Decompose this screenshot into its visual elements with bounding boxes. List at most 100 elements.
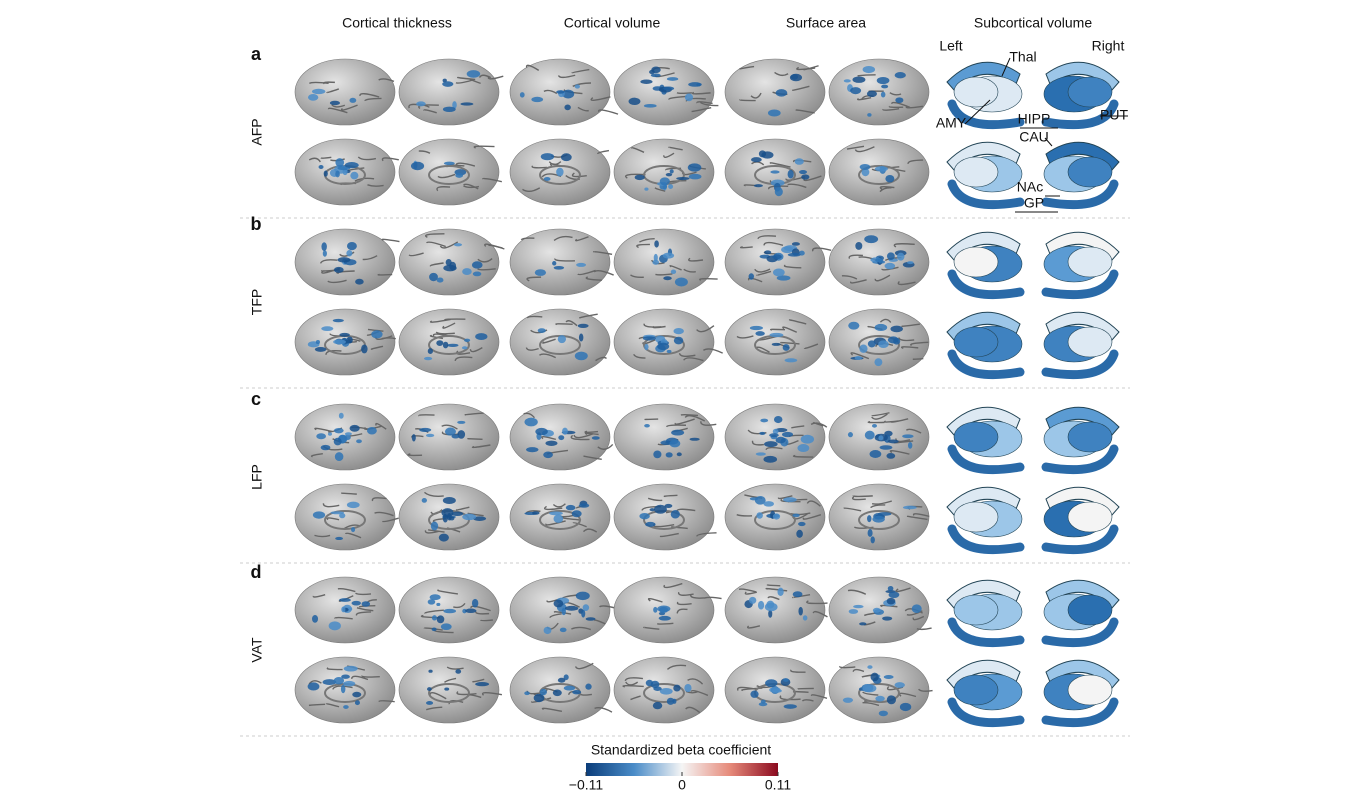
effect-patch [783, 704, 797, 709]
effect-patch [899, 702, 912, 712]
effect-patch [665, 173, 673, 177]
sulcus [797, 687, 814, 690]
thalamus [953, 76, 999, 108]
thalamus [1067, 421, 1113, 453]
effect-patch [756, 512, 763, 519]
sulcus [862, 701, 880, 707]
sulcus [879, 318, 892, 323]
sulcus [456, 691, 477, 696]
effect-patch [855, 241, 863, 250]
sulcus [639, 237, 655, 243]
effect-patch [351, 527, 356, 533]
sulcus [463, 183, 479, 190]
sulcus [767, 596, 780, 601]
effect-patch [850, 87, 862, 95]
effect-patch [867, 340, 876, 348]
subcortical [946, 406, 1025, 475]
sulcus [577, 106, 589, 112]
sulcus [446, 666, 464, 670]
effect-patch [553, 266, 565, 270]
sulcus [455, 506, 470, 511]
effect-patch [886, 597, 896, 605]
effect-patch [438, 533, 449, 542]
sulcus [583, 455, 602, 461]
sulcus [437, 173, 456, 179]
effect-patch [428, 669, 433, 673]
corpus-callosum [858, 683, 900, 703]
effect-patch [885, 174, 895, 183]
effect-patch [436, 340, 444, 346]
effect-patch [335, 536, 344, 541]
sulcus [520, 237, 535, 241]
effect-patch [658, 606, 669, 614]
effect-patch [783, 497, 797, 503]
sulcus [378, 78, 395, 83]
hippocampus [1041, 524, 1119, 555]
side-label: Left [939, 38, 962, 54]
effect-patch [371, 330, 383, 339]
effect-patch [321, 326, 334, 332]
thalamus [1067, 76, 1113, 108]
subcortical [1041, 61, 1120, 130]
effect-patch [576, 262, 587, 267]
effect-patch [862, 684, 877, 693]
effect-patch [333, 427, 344, 434]
effect-patch [344, 162, 359, 169]
brain [724, 138, 826, 206]
sulcus [436, 186, 451, 192]
sulcus [487, 244, 503, 249]
subcortical [946, 579, 1025, 648]
brain [724, 483, 826, 551]
hippocampus [947, 349, 1025, 380]
effect-patch [688, 82, 702, 87]
effect-patch [772, 428, 779, 435]
effect-patch [561, 607, 566, 616]
sulcus [852, 494, 873, 498]
region-label: CAU [1019, 129, 1049, 145]
effect-patch [339, 513, 346, 519]
sulcus [351, 675, 369, 681]
effect-patch [792, 591, 803, 598]
effect-patch [543, 626, 552, 635]
brain-surface [724, 308, 826, 376]
sulcus [810, 694, 828, 699]
effect-patch [853, 604, 864, 609]
sulcus [895, 438, 911, 443]
effect-patch [585, 683, 592, 690]
colorbar-tick-label: 0.11 [765, 777, 791, 793]
sulcus [418, 414, 435, 417]
sulcus [702, 348, 723, 354]
effect-patch [652, 701, 663, 710]
effect-patch [748, 596, 757, 604]
effect-patch [799, 169, 808, 175]
sulcus [381, 157, 399, 162]
effect-patch [350, 171, 359, 180]
effect-patch [893, 337, 901, 345]
effect-patch [442, 341, 449, 349]
effect-patch [565, 504, 576, 511]
brain [509, 138, 611, 206]
sulcus [375, 422, 387, 430]
effect-patch [877, 258, 884, 264]
sulcus [766, 584, 781, 587]
effect-patch [419, 427, 432, 432]
sulcus [630, 274, 644, 278]
effect-patch [537, 328, 546, 333]
sulcus [900, 346, 919, 350]
effect-patch [872, 424, 877, 428]
effect-patch [443, 161, 455, 166]
effect-patch [361, 601, 371, 607]
effect-patch [444, 687, 450, 691]
effect-patch [882, 616, 893, 621]
effect-patch [653, 253, 658, 262]
thalamus [1067, 674, 1113, 706]
row-label: LFP [249, 464, 265, 490]
sulcus [424, 609, 444, 615]
sulcus [906, 515, 928, 521]
sulcus [736, 514, 753, 517]
sulcus [678, 352, 696, 357]
effect-patch [440, 623, 452, 631]
effect-patch [560, 153, 572, 162]
sulcus [479, 619, 493, 622]
sulcus [439, 241, 459, 249]
